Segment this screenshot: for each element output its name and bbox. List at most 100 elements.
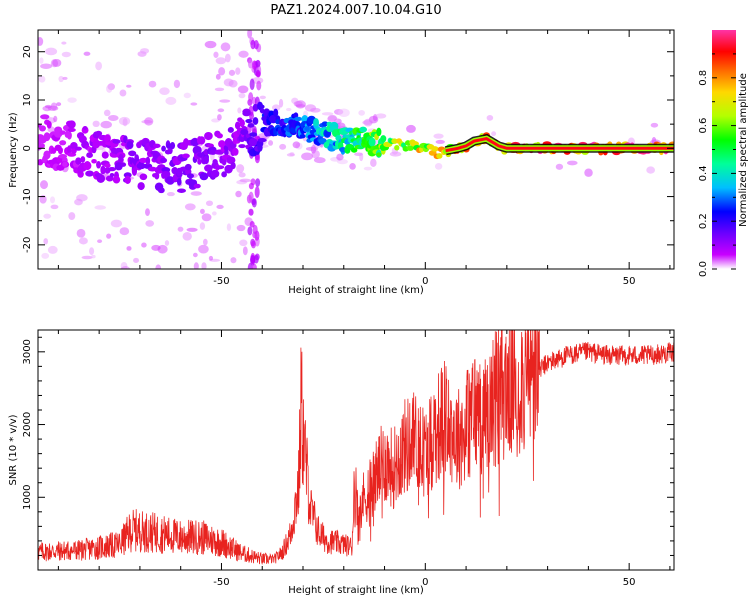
spectrogram-ridge-blob (59, 140, 67, 146)
spectrogram-background-blob (238, 172, 246, 178)
spectrogram-background-blob (239, 178, 252, 183)
spectrogram-ridge-blob (247, 123, 255, 128)
spectrogram-ridge-blob (112, 139, 121, 144)
spectrogram-ridge-blob (224, 149, 229, 156)
spectrogram-background-blob (216, 204, 224, 210)
spectrogram-background-blob (184, 203, 196, 211)
spectrogram-streak-blob (252, 224, 258, 235)
spectrogram-background-blob (226, 223, 232, 231)
spectrogram-background-blob (433, 133, 444, 139)
spectrogram-background-blob (62, 76, 68, 80)
spectrogram-panel: -50 0 50 -20 -10 0 10 20 Height of straight lin… (8, 29, 675, 296)
spectrogram-background-blob (271, 104, 281, 111)
colorbar-label: Normalized spectral amplitude (738, 73, 749, 227)
spectrogram-ridge-blob (359, 126, 368, 133)
snr-frame (37, 329, 675, 571)
spectrogram-ridge-blob (70, 148, 77, 154)
spectrogram-background-blob (359, 152, 364, 162)
spectrogram-x-tick-label: 0 (422, 276, 428, 287)
spectrogram-background-blob (218, 67, 226, 76)
spectrogram-ridge-blob (239, 119, 245, 128)
spectrogram-ridge-blob (227, 127, 234, 133)
spectrogram-background-blob (236, 164, 245, 173)
spectrogram-streak-blob (254, 253, 260, 261)
spectrogram-background-blob (126, 84, 132, 88)
colorbar-tick-label: 0.2 (698, 213, 709, 229)
spectrogram-ridge-blob (210, 169, 220, 178)
spectrogram-y-tick-label: 10 (22, 94, 33, 107)
spectrogram-ridge-blob (107, 167, 117, 172)
spectrogram-ridge-blob (112, 175, 121, 184)
spectrogram-streak-blob (251, 198, 257, 208)
spectrogram-background-blob (47, 245, 58, 254)
spectrogram-ridge-blob (193, 183, 201, 189)
colorbar-tick-label: 0.4 (698, 165, 709, 181)
spectrogram-ridge-blob (304, 126, 310, 131)
spectrogram-ridge-blob (350, 147, 358, 153)
spectrogram-ridge-core-inner (445, 137, 674, 153)
spectrogram-streak-blob (249, 221, 255, 228)
spectrogram-ridge-blob (431, 146, 439, 152)
spectrogram-ridge-blob (104, 134, 111, 143)
spectrogram-background-blob (50, 204, 59, 210)
snr-y-tick-label: 2000 (22, 412, 33, 437)
spectrogram-background-blob (47, 105, 59, 111)
spectrogram-background-blob (338, 108, 350, 117)
spectrogram-ridge-blob (153, 143, 161, 149)
spectrogram-background-blob (43, 213, 52, 219)
snr-ticks: -50 0 50 1000 2000 3000 (22, 330, 674, 588)
spectrogram-ridge-blob (406, 145, 414, 151)
spectrogram-ridge-blob (124, 175, 131, 185)
spectrogram-ridge-blob (145, 156, 151, 165)
spectrogram-background-blob (220, 42, 231, 52)
spectrogram-background-blob (94, 205, 107, 210)
spectrogram-background-blob (205, 200, 214, 207)
spectrogram-background-blob (120, 266, 131, 269)
spectrogram-background-blob (173, 79, 181, 89)
spectrogram-ridge-blob (123, 172, 132, 178)
spectrogram-ridge-blob (380, 135, 387, 143)
spectrogram-background-blob (389, 151, 402, 157)
spectrogram-background-blob (336, 153, 344, 161)
spectrogram-background-blob (119, 227, 130, 236)
spectrogram-background-blob (555, 163, 564, 170)
spectrogram-ridge-blob (57, 147, 63, 155)
spectrogram-ridge-blob (170, 141, 176, 150)
spectrogram-background-blob (39, 194, 47, 204)
spectrogram-background-blob (279, 143, 287, 150)
spectrogram-background-blob (41, 252, 50, 259)
spectrogram-ridge-blob (160, 157, 168, 164)
spectrogram-background-blob (144, 117, 154, 126)
spectrogram-background-blob (313, 157, 326, 164)
spectrogram-ylabel: Frequency (Hz) (8, 112, 19, 188)
spectrogram-background-blob (61, 41, 67, 45)
spectrogram-background-blob (110, 219, 123, 228)
spectrogram-ridge-blob (368, 137, 376, 147)
spectrogram-background-blob (106, 84, 113, 93)
spectrogram-background-blob (190, 102, 198, 106)
spectrogram-background-blob (43, 238, 49, 245)
snr-x-tick-label: 50 (623, 577, 636, 588)
spectrogram-streak-blob (256, 80, 262, 91)
spectrogram-background-blob (182, 232, 192, 241)
spectrogram-ridge-blob (293, 112, 299, 119)
spectrogram-background-blob (40, 63, 53, 69)
snr-panel: -50 0 50 1000 2000 3000 Height of straight li… (8, 329, 675, 596)
spectrogram-background-blob (97, 239, 103, 244)
spectrogram-background-blob (155, 264, 162, 269)
spectrogram-ridge-blob (209, 149, 217, 155)
spectrogram-ticks: -50 0 50 -20 -10 0 10 20 (22, 30, 674, 287)
spectrogram-ridge-blob (137, 182, 145, 191)
spectrogram-ridge-blob (100, 165, 106, 175)
spectrogram-background-blob (349, 163, 356, 170)
spectrogram-background-blob (363, 166, 373, 171)
spectrogram-background-blob (49, 196, 56, 204)
spectrogram-streak-blob (255, 59, 261, 68)
spectrogram-background-blob (190, 191, 202, 196)
spectrogram-ridge-blob (80, 156, 86, 163)
spectrogram-ridge-blob (39, 125, 46, 132)
spectrogram-streak-blob (250, 254, 256, 264)
spectrogram-ridge-blob (197, 158, 202, 165)
spectrogram-background-blob (237, 107, 242, 114)
